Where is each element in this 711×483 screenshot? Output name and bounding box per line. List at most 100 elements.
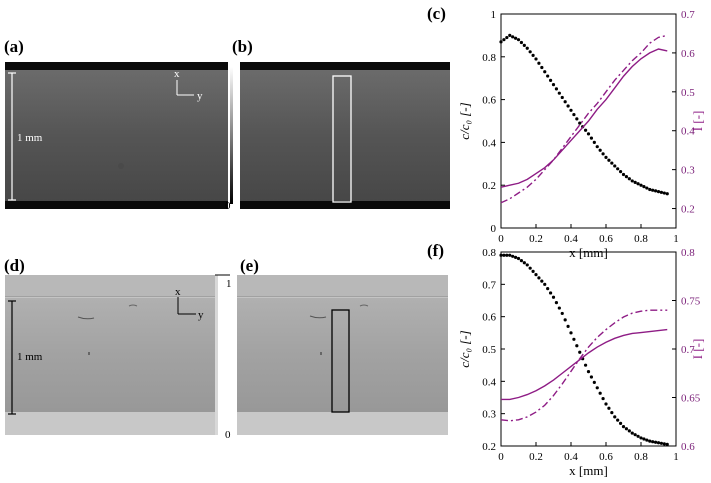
series-f-0-point [633, 433, 637, 437]
series-c-0-point [639, 183, 643, 187]
series-f-0-point [656, 441, 661, 445]
y-right-axis-label: I [-] [690, 339, 705, 360]
x-axis-label: x [mm] [569, 463, 608, 478]
series-c-0-point [522, 43, 526, 47]
series-c-0-point [613, 164, 617, 168]
y-tick-label: 1 [491, 9, 497, 21]
series-f-0-point [610, 410, 614, 415]
series-c-0-point [618, 170, 623, 174]
series-c-0-point [578, 121, 582, 125]
series-c-0-point [563, 100, 567, 104]
series-c-0-point [575, 117, 579, 121]
series-c-0-point [662, 191, 666, 195]
series-c-0-point [502, 38, 506, 42]
scale-bar-a [8, 72, 16, 201]
y-right-tick-label: 0.4 [681, 126, 695, 138]
series-c-0-point [516, 38, 521, 42]
series-c-0-point [537, 61, 541, 65]
series-f-0-point [607, 406, 611, 410]
y-axis-label: c/c₀ [-] [457, 102, 472, 139]
series-f-0-point [583, 363, 588, 367]
x-tick-label: 0.6 [599, 451, 613, 463]
panel-label-f: (f) [427, 241, 444, 260]
series-f-0-point [554, 301, 559, 305]
series-f-0-point [648, 439, 652, 443]
series-f-0-point [586, 370, 591, 374]
series-f-0-point [566, 324, 570, 328]
series-f-0-point [618, 421, 623, 425]
y-right-tick-label: 0.7 [681, 344, 695, 356]
series-c-0-point [610, 161, 614, 165]
x-tick-label: 0.4 [564, 233, 578, 245]
x-tick-label: 0 [498, 451, 504, 463]
series-c-0-point [656, 190, 661, 194]
y-tick-label: 0.6 [482, 95, 496, 107]
series-f-0-point [511, 254, 515, 258]
series-c-0-point [569, 108, 573, 112]
series-c-0-point [534, 57, 538, 61]
series-c-0-point [505, 35, 509, 40]
series-c-0-point [621, 172, 626, 177]
series-f-0-point [508, 253, 512, 257]
series-c-0-point [572, 112, 576, 117]
axis-x-glyph-d: x [175, 286, 181, 298]
series-f-1-line [501, 328, 668, 401]
series-f-0-point [604, 402, 608, 406]
series-c-0-point [630, 179, 634, 183]
series-f-0-point [572, 337, 576, 341]
series-f-0-point [624, 427, 629, 431]
series-c-0-point [546, 74, 550, 78]
series-c-0-point [508, 33, 512, 38]
series-c-0-point [651, 188, 655, 192]
x-tick-label: 0.4 [564, 451, 578, 463]
panel-label-b: (b) [232, 37, 253, 56]
series-f-0-point [651, 440, 655, 444]
series-f-0-point [540, 279, 544, 283]
series-c-0-point [583, 128, 588, 132]
series-c-0-point [543, 70, 547, 74]
series-f-0-point [589, 375, 594, 379]
axis-x-glyph-a: x [174, 68, 180, 80]
series-c-0-point [624, 175, 629, 179]
panel-label-e: (e) [240, 256, 259, 275]
series-f-0-point [569, 331, 573, 335]
series-f-0-point [601, 396, 605, 401]
y-right-axis-label: I [-] [690, 111, 705, 132]
series-f-0-point [575, 344, 579, 348]
x-tick-label: 0.8 [634, 233, 648, 245]
series-c-0-point [548, 78, 553, 82]
series-f-0-point [516, 256, 521, 261]
scale-label-a: 1 mm [17, 132, 43, 144]
x-tick-label: 1 [673, 451, 679, 463]
y-tick-label: 0.2 [482, 441, 496, 453]
series-f-0-point [642, 437, 646, 441]
x-tick-label: 0.8 [634, 451, 648, 463]
series-c-0-point [551, 83, 556, 87]
x-tick-label: 1 [673, 233, 679, 245]
axis-y-glyph-a: y [197, 90, 203, 102]
series-c-0-point [592, 140, 596, 144]
y-right-tick-label: 0.75 [681, 296, 701, 308]
image-a [5, 62, 228, 209]
series-c-0-point [560, 95, 564, 100]
y-right-tick-label: 0.8 [681, 247, 695, 259]
series-f-0-point [595, 386, 599, 390]
series-f-0-point [645, 438, 649, 442]
series-c-0-point [540, 65, 544, 70]
series-f-0-point [616, 418, 620, 422]
series-c-0-point [601, 152, 605, 156]
series-c-0-point [659, 190, 664, 194]
series-c-0-point [528, 50, 532, 54]
series-c-0-point [519, 40, 524, 45]
series-f-0-point [502, 253, 506, 257]
series-c-0-point [653, 189, 658, 193]
image-b [240, 62, 450, 209]
series-f-0-point [659, 441, 664, 445]
series-c-0-point [616, 167, 620, 171]
y-tick-label: 0.4 [482, 376, 496, 388]
y-right-tick-label: 0.3 [681, 165, 695, 177]
axis-y-glyph-d: y [198, 309, 204, 321]
colorbar-d [215, 275, 218, 435]
series-c-0-point [566, 104, 570, 108]
